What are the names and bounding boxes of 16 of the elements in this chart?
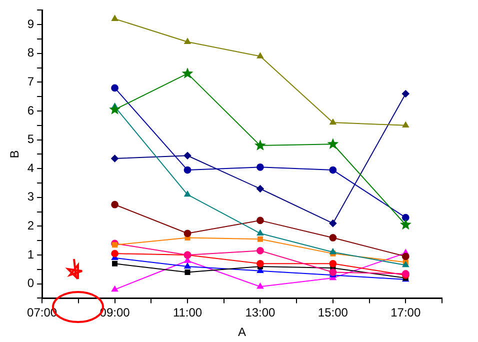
x-tick-label: 11:00 (172, 306, 202, 320)
y-tick-label: 6 (27, 103, 34, 118)
x-axis-title: A (238, 325, 246, 340)
y-tick-label: 5 (27, 132, 34, 146)
y-tick-label: 1 (27, 247, 34, 262)
y-tick-label: 7 (27, 74, 34, 89)
y-axis-title: B (8, 150, 22, 158)
x-tick-label: 15:00 (318, 306, 348, 320)
y-tick-label: 0 (27, 276, 34, 290)
y-tick-label: 2 (27, 218, 34, 233)
x-tick-label: 17:00 (390, 306, 421, 320)
y-tick-label: 3 (27, 190, 34, 204)
x-tick-label: 13:00 (245, 306, 276, 320)
y-tick-label: 8 (27, 46, 34, 60)
y-tick-label: 4 (27, 160, 34, 175)
y-tick-label: 9 (27, 16, 34, 31)
